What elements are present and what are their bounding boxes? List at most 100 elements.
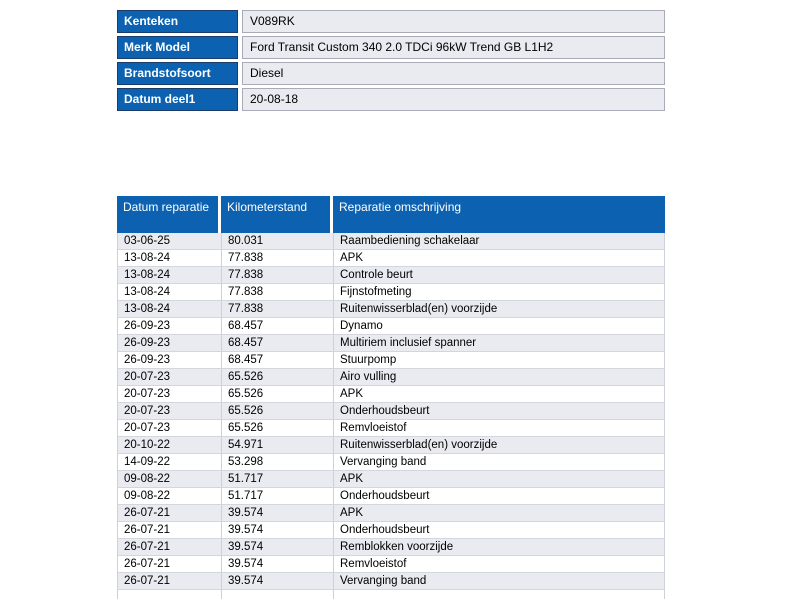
repair-table-body: 03-06-25 80.031 Raambediening schakelaar 13… (117, 233, 665, 590)
cell-date: 09-08-22 (118, 488, 222, 504)
cell-date: 09-08-22 (118, 471, 222, 487)
cell-description: Remblokken voorzijde (340, 541, 454, 553)
cell-description: Onderhoudsbeurt (340, 524, 430, 536)
cell-kilometers: 54.971 (222, 437, 334, 453)
cell-date: 20-07-23 (118, 369, 222, 385)
table-row-partial (117, 590, 665, 599)
cell-description: Airo vulling (340, 371, 397, 383)
cell-date: 13-08-24 (118, 284, 222, 300)
cell-kilometers: 65.526 (222, 386, 334, 402)
cell-date: 13-08-24 (118, 267, 222, 283)
cell-kilometers: 39.574 (222, 556, 334, 572)
table-row: 26-09-23 68.457 Multiriem inclusief spanne… (117, 335, 665, 352)
cell-description: Multiriem inclusief spanner (340, 337, 477, 349)
info-label: Datum deel1 (117, 88, 238, 111)
cell-date: 26-07-21 (118, 573, 222, 589)
cell-date: 26-07-21 (118, 505, 222, 521)
cell-description: APK (340, 473, 364, 485)
column-header-description: Reparatie omschrijving (339, 200, 462, 214)
cell-kilometers: 77.838 (222, 250, 334, 266)
cell-kilometers: 65.526 (222, 403, 334, 419)
cell-description: Vervanging band (340, 456, 427, 468)
cell-date: 13-08-24 (118, 301, 222, 317)
cell-description: Onderhoudsbeurt (340, 490, 430, 502)
table-row: 26-07-21 39.574 Onderhoudsbeurt (117, 522, 665, 539)
cell-date: 26-07-21 (118, 522, 222, 538)
cell-kilometers: 77.838 (222, 267, 334, 283)
cell-description: Controle beurt (340, 269, 413, 281)
cell-kilometers: 39.574 (222, 505, 334, 521)
cell-date: 20-07-23 (118, 403, 222, 419)
table-row: 03-06-25 80.031 Raambediening schakelaar (117, 233, 665, 250)
cell-description: Remvloeistof (340, 558, 407, 570)
info-value: 20-08-18 (242, 88, 665, 111)
cell-date: 14-09-22 (118, 454, 222, 470)
cell-date: 26-09-23 (118, 318, 222, 334)
table-row: 26-09-23 68.457 Stuurpomp (117, 352, 665, 369)
table-row: 09-08-22 51.717 Onderhoudsbeurt (117, 488, 665, 505)
cell-kilometers: 77.838 (222, 301, 334, 317)
info-row: Brandstofsoort Diesel (117, 62, 665, 85)
cell-date: 20-10-22 (118, 437, 222, 453)
cell-date (118, 590, 222, 599)
cell-date: 26-07-21 (118, 539, 222, 555)
cell-description: APK (340, 507, 364, 519)
cell-description: Fijnstofmeting (340, 286, 412, 298)
table-row: 20-07-23 65.526 Remvloeistof (117, 420, 665, 437)
table-row: 13-08-24 77.838 APK (117, 250, 665, 267)
cell-date: 20-07-23 (118, 420, 222, 436)
cell-kilometers: 65.526 (222, 369, 334, 385)
cell-date: 26-09-23 (118, 352, 222, 368)
cell-description: Ruitenwisserblad(en) voorzijde (340, 439, 498, 451)
table-row: 20-07-23 65.526 Airo vulling (117, 369, 665, 386)
info-row: Datum deel1 20-08-18 (117, 88, 665, 111)
cell-description: Ruitenwisserblad(en) voorzijde (340, 303, 498, 315)
cell-description: Remvloeistof (340, 422, 407, 434)
table-row: 26-07-21 39.574 Remblokken voorzijde (117, 539, 665, 556)
table-row: 26-09-23 68.457 Dynamo (117, 318, 665, 335)
cell-description: Dynamo (340, 320, 383, 332)
repair-table-header-row: Datum reparatie Kilometerstand Reparatie o… (117, 196, 665, 233)
column-header-date: Datum reparatie (117, 196, 221, 233)
cell-date: 20-07-23 (118, 386, 222, 402)
info-value: V089RK (242, 10, 665, 33)
cell-description: APK (340, 252, 364, 264)
cell-kilometers: 68.457 (222, 352, 334, 368)
cell-kilometers: 80.031 (222, 233, 334, 249)
cell-date: 26-07-21 (118, 556, 222, 572)
repair-history-table: Datum reparatie Kilometerstand Reparatie o… (117, 196, 665, 599)
cell-description: Onderhoudsbeurt (340, 405, 430, 417)
table-row: 20-07-23 65.526 APK (117, 386, 665, 403)
column-header-kilometers: Kilometerstand (221, 196, 333, 233)
cell-date: 13-08-24 (118, 250, 222, 266)
table-row: 13-08-24 77.838 Fijnstofmeting (117, 284, 665, 301)
cell-kilometers (222, 590, 334, 599)
table-row: 13-08-24 77.838 Controle beurt (117, 267, 665, 284)
table-row: 14-09-22 53.298 Vervanging band (117, 454, 665, 471)
cell-kilometers: 53.298 (222, 454, 334, 470)
table-row: 26-07-21 39.574 APK (117, 505, 665, 522)
cell-kilometers: 65.526 (222, 420, 334, 436)
info-label: Brandstofsoort (117, 62, 238, 85)
cell-kilometers: 68.457 (222, 318, 334, 334)
table-row: 20-10-22 54.971 Ruitenwisserblad(en) voorz… (117, 437, 665, 454)
cell-description: Vervanging band (340, 575, 427, 587)
vehicle-info-table: Kenteken V089RK Merk Model Ford Transit Cus… (117, 10, 665, 114)
info-row: Merk Model Ford Transit Custom 340 2.0 TD… (117, 36, 665, 59)
table-row: 26-07-21 39.574 Remvloeistof (117, 556, 665, 573)
cell-description: APK (340, 388, 364, 400)
cell-kilometers: 51.717 (222, 471, 334, 487)
cell-date: 26-09-23 (118, 335, 222, 351)
cell-date: 03-06-25 (118, 233, 222, 249)
table-row: 26-07-21 39.574 Vervanging band (117, 573, 665, 590)
table-row: 20-07-23 65.526 Onderhoudsbeurt (117, 403, 665, 420)
info-value: Ford Transit Custom 340 2.0 TDCi 96kW Tr… (242, 36, 665, 59)
info-label: Kenteken (117, 10, 238, 33)
info-row: Kenteken V089RK (117, 10, 665, 33)
info-label: Merk Model (117, 36, 238, 59)
cell-description: Stuurpomp (340, 354, 397, 366)
cell-kilometers: 39.574 (222, 539, 334, 555)
cell-kilometers: 39.574 (222, 522, 334, 538)
cell-description: Raambediening schakelaar (340, 235, 480, 247)
